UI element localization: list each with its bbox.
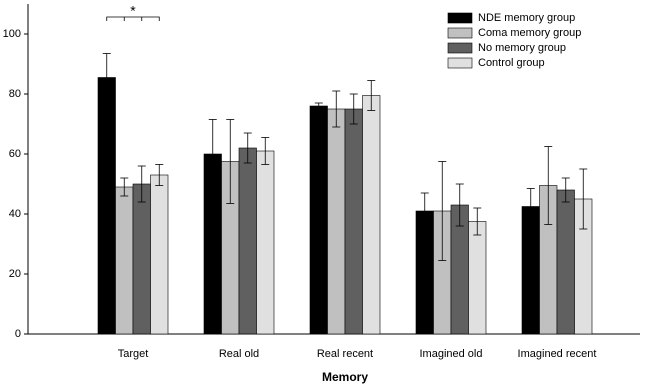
error-bar [155,164,164,186]
error-bar [561,177,570,203]
error-bar [579,168,588,230]
x-tick-label: Real recent [317,348,373,360]
x-tick-label: Imagined old [420,348,483,360]
annotation: * [130,3,136,19]
error-bar [120,177,129,197]
y-tick-label: 100 [3,28,21,40]
error-bar [473,207,482,236]
legend-swatch [447,27,473,39]
legend-swatch [447,12,473,24]
x-axis-label: Memory [322,370,368,384]
x-tick-label: Target [118,348,149,360]
error-bar [349,93,358,125]
bar [97,77,116,335]
error-bar [455,183,464,227]
y-tick-label: 20 [9,268,21,280]
bar [327,108,346,335]
error-bar [526,188,535,225]
bar [415,210,434,335]
legend-label: NDE memory group [478,12,575,24]
error-bar [261,137,270,165]
y-tick-label: 40 [9,208,21,220]
error-bar [420,192,429,230]
error-bar [314,102,323,110]
bar [468,221,487,335]
legend-label: Coma memory group [478,27,581,39]
y-tick-label: 80 [9,88,21,100]
error-bar [102,53,111,102]
significance-bracket [106,16,160,21]
error-bar [367,80,376,111]
bar [132,183,151,335]
y-tick-label: 60 [9,148,21,160]
error-bar [137,165,146,203]
error-bar [226,119,235,204]
legend-swatch [447,57,473,69]
bar [150,174,169,335]
legend-label: Control group [478,57,545,69]
bar [256,150,275,335]
error-bar [544,146,553,225]
x-tick-label: Imagined recent [518,348,597,360]
error-bar [332,90,341,128]
error-bar [243,132,252,164]
x-tick-label: Real old [219,348,259,360]
bar [238,147,257,335]
error-bar [208,119,217,189]
bar [344,108,363,335]
bar [362,95,381,335]
bar [115,186,134,335]
bar [309,105,328,335]
error-bar [438,161,447,261]
y-tick-label: 0 [15,328,21,340]
legend-swatch [447,42,473,54]
bar [521,206,540,335]
bar [556,189,575,335]
legend-label: No memory group [478,42,566,54]
